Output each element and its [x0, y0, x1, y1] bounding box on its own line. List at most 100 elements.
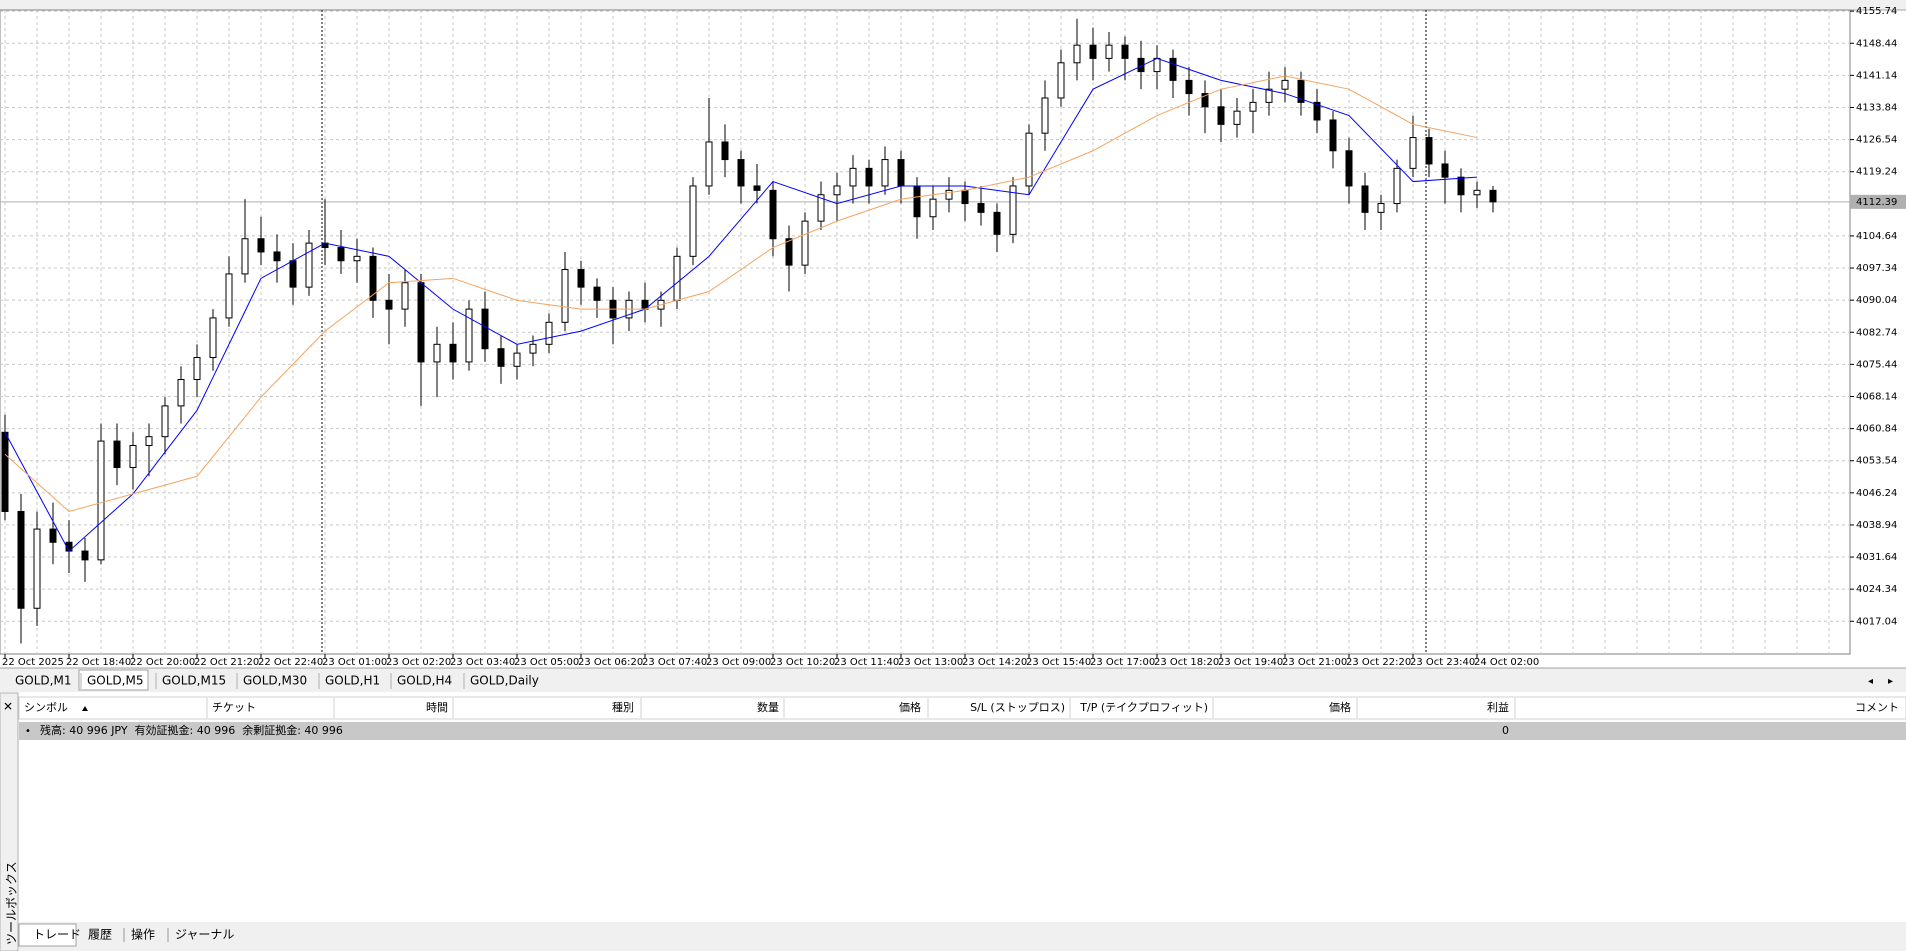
candle-body — [561, 269, 569, 323]
candle-body — [449, 343, 457, 363]
scroll-left[interactable]: ◂ — [1868, 676, 1873, 687]
candle-body — [513, 352, 521, 367]
candle-body — [177, 379, 185, 407]
chart-tab[interactable]: GOLD,Daily — [470, 674, 539, 688]
y-tick-label: 4017.04 — [1856, 616, 1897, 627]
candle-body — [913, 185, 921, 218]
candle-body — [993, 211, 1001, 235]
candle-body — [1265, 88, 1273, 103]
candle-body — [1409, 137, 1417, 169]
y-tick-label: 4119.24 — [1856, 167, 1897, 178]
candle-body — [1025, 132, 1033, 187]
chart-tab[interactable]: GOLD,M30 — [243, 674, 307, 688]
column-header[interactable]: コメント — [1855, 701, 1899, 714]
chart-tab[interactable]: GOLD,M5 — [87, 674, 143, 688]
candle-body — [81, 550, 89, 561]
bottom-tab[interactable]: 履歴 — [88, 928, 112, 942]
column-header[interactable]: 数量 — [757, 701, 779, 714]
bottom-tab[interactable]: トレード — [33, 928, 81, 942]
candle-body — [1297, 79, 1305, 103]
bottom-tabs: トレード 履歴 操作 ジャーナル — [33, 927, 234, 942]
candle-body — [1185, 79, 1193, 95]
column-header[interactable]: 価格 — [1329, 700, 1351, 714]
close-button[interactable]: ✕ — [3, 700, 13, 714]
x-tick-label: 22 Oct 22:40 — [258, 657, 323, 668]
candle-body — [833, 185, 841, 196]
candle-body — [865, 167, 873, 187]
scroll-right[interactable]: ▸ — [1888, 676, 1893, 687]
active-tab — [78, 669, 149, 691]
x-tick-label: 23 Oct 23:40 — [1410, 657, 1475, 668]
candle-body — [433, 343, 441, 363]
y-tick-label: 4053.54 — [1856, 456, 1897, 467]
current-price-box — [1850, 194, 1906, 209]
bottom-tab-bar — [19, 922, 1906, 951]
y-tick-label: 4090.04 — [1856, 295, 1897, 306]
y-tick-label: 4075.44 — [1856, 359, 1897, 370]
candle-body — [209, 317, 217, 359]
candle-body — [417, 282, 425, 363]
candle-body — [1249, 101, 1257, 112]
y-tick-label: 4126.54 — [1856, 135, 1897, 146]
column-header[interactable]: シンボル — [24, 701, 68, 714]
chart-tab[interactable]: GOLD,H1 — [325, 674, 380, 688]
candle-body — [1057, 62, 1065, 99]
candle-body — [1441, 163, 1449, 178]
candle-body — [129, 444, 137, 468]
candle-body — [785, 238, 793, 266]
candle-body — [1473, 189, 1481, 196]
candle-body — [49, 528, 57, 543]
column-header[interactable]: 利益 — [1487, 700, 1509, 714]
candle-body — [945, 189, 953, 200]
x-tick-label: 23 Oct 02:20 — [386, 657, 451, 668]
column-header[interactable]: 種別 — [612, 700, 634, 714]
y-tick-label: 4133.84 — [1856, 102, 1897, 113]
moving-average — [4, 57, 1478, 552]
candle-body — [1121, 44, 1129, 59]
candle-body — [801, 220, 809, 266]
toolbar — [0, 0, 1906, 10]
candle-body — [753, 185, 761, 191]
candle-body — [97, 440, 105, 561]
x-tick-label: 23 Oct 10:20 — [770, 657, 835, 668]
chart-tab-bar — [0, 668, 1906, 692]
candle-body — [769, 189, 777, 240]
y-tick-label: 4031.64 — [1856, 552, 1897, 563]
current-price-label: 4112.39 — [1856, 197, 1897, 208]
column-header[interactable]: S/L (ストップロス) — [970, 701, 1065, 714]
y-tick-label: 4148.44 — [1856, 38, 1897, 49]
candle-body — [673, 255, 681, 301]
candle-body — [1153, 57, 1161, 73]
candle-body — [497, 348, 505, 367]
candle-body — [257, 238, 265, 253]
candle-body — [1345, 150, 1353, 187]
candle-body — [465, 308, 473, 363]
candle-body — [961, 189, 969, 205]
x-tick-label: 23 Oct 21:00 — [1282, 657, 1347, 668]
candle-body — [1393, 167, 1401, 205]
y-tick-label: 4060.84 — [1856, 424, 1897, 435]
candle-body — [1, 431, 9, 512]
candle-body — [1489, 189, 1497, 203]
chart-tab[interactable]: GOLD,M1 — [15, 674, 71, 688]
candle-body — [113, 440, 121, 468]
column-header[interactable]: 時間 — [426, 701, 448, 714]
candle-body — [1073, 44, 1081, 64]
x-tick-label: 23 Oct 17:00 — [1090, 657, 1155, 668]
chart-tab[interactable]: GOLD,H4 — [397, 674, 452, 688]
candle-body — [593, 286, 601, 301]
x-tick-label: 22 Oct 20:00 — [130, 657, 195, 668]
column-header[interactable]: T/P (テイクプロフィット) — [1079, 701, 1208, 714]
column-header[interactable]: 価格 — [899, 700, 921, 714]
candle-body — [737, 159, 745, 187]
candle-body — [305, 242, 313, 288]
column-header[interactable]: チケット — [212, 701, 256, 714]
bottom-tab[interactable]: 操作 — [131, 927, 155, 942]
chart-tab[interactable]: GOLD,M15 — [162, 674, 226, 688]
candle-body — [1089, 44, 1097, 59]
candle-body — [481, 308, 489, 350]
y-tick-label: 4082.74 — [1856, 327, 1897, 338]
bottom-tab[interactable]: ジャーナル — [175, 928, 234, 942]
candle-body — [225, 273, 233, 319]
